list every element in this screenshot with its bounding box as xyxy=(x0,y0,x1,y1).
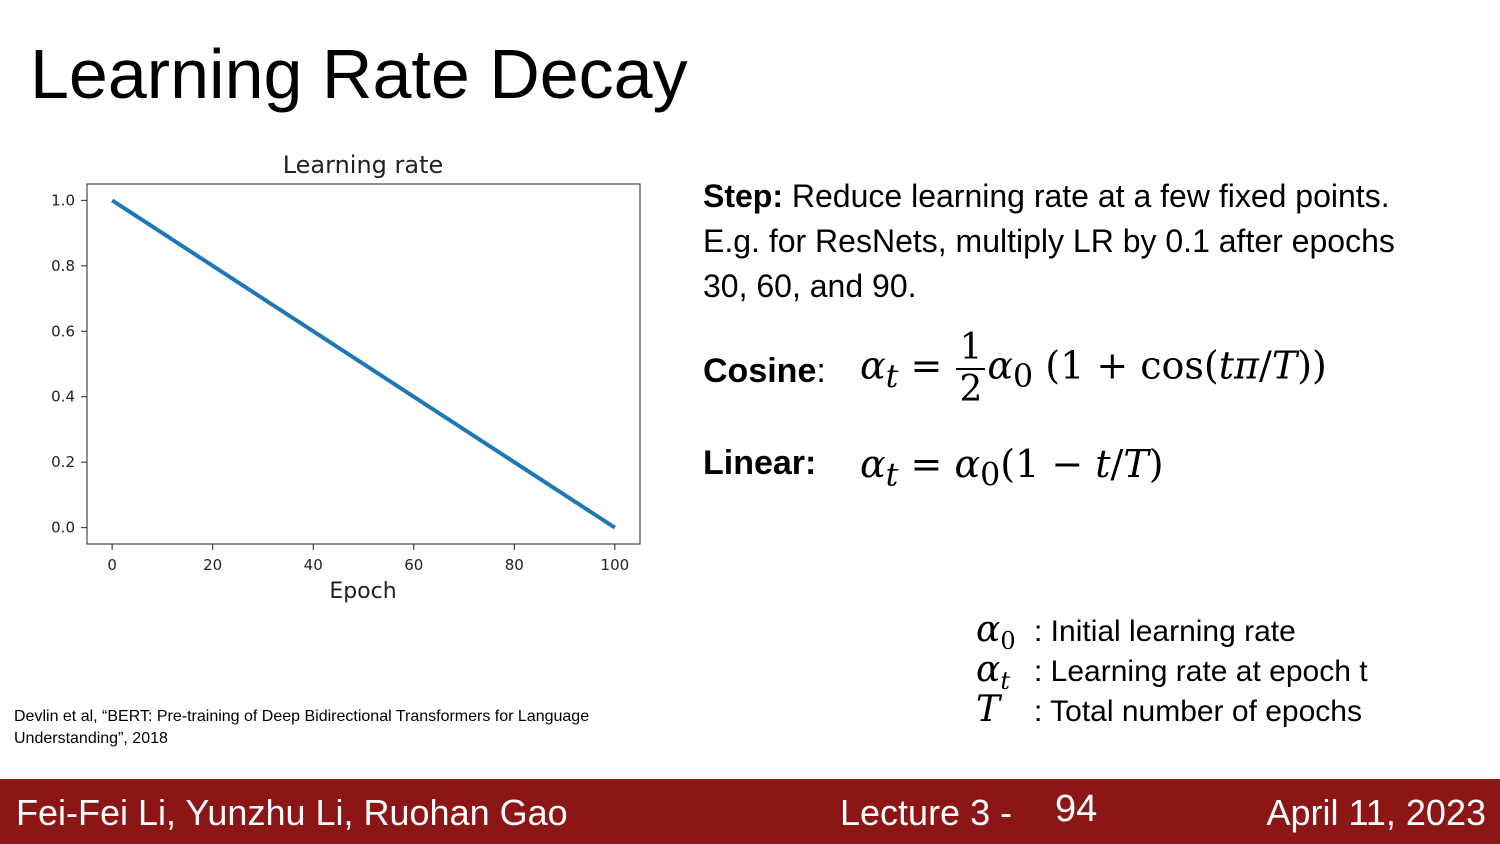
linear-label: Linear: xyxy=(703,444,817,482)
capital-t: T xyxy=(1123,442,1149,486)
slash: / xyxy=(1259,343,1272,388)
legend-symbol: T xyxy=(976,689,1034,735)
symbol-alpha: α xyxy=(976,608,1001,650)
plot-frame xyxy=(86,183,641,545)
cosine-term-open: (1 + cos( xyxy=(1045,343,1219,388)
symbol-legend: α0 : Initial learning rate αt : Learning… xyxy=(976,609,1368,735)
cosine-label-row: Cosine: xyxy=(703,352,826,391)
subscript-0: 0 xyxy=(980,457,1001,494)
learning-rate-line xyxy=(111,198,616,530)
x-tick-label: 80 xyxy=(505,556,524,574)
legend-text: : Initial learning rate xyxy=(1034,615,1296,648)
legend-text: : Learning rate at epoch t xyxy=(1034,655,1368,688)
linear-formula: αt = α0(1 − t/T) xyxy=(860,442,1164,494)
y-tick-label: 0.4 xyxy=(51,388,75,406)
alpha-0-symbol: α xyxy=(987,343,1014,388)
footer-lecture: Lecture 3 - xyxy=(840,792,1013,833)
chart-title: Learning rate xyxy=(283,151,444,179)
citation: Devlin et al, “BERT: Pre-training of Dee… xyxy=(14,708,590,747)
footer-bar: Fei-Fei Li, Yunzhu Li, Ruohan Gao Lectur… xyxy=(0,779,1500,844)
linear-term-open: (1 − xyxy=(1000,442,1096,486)
t-variable: t xyxy=(1095,442,1111,486)
closing-paren: ) xyxy=(1148,442,1164,486)
x-tick-label: 20 xyxy=(203,556,222,574)
closing-parens: )) xyxy=(1297,343,1327,388)
y-tick-label: 0.0 xyxy=(51,519,75,537)
y-tick-label: 0.2 xyxy=(51,453,75,471)
legend-item: T : Total number of epochs xyxy=(976,689,1368,735)
legend-symbol: αt xyxy=(976,649,1034,695)
x-axis-label: Epoch xyxy=(329,579,396,604)
equals-sign: = xyxy=(910,442,943,486)
alpha-0-symbol: α xyxy=(954,442,981,486)
slash: / xyxy=(1110,442,1124,486)
legend-item: α0 : Initial learning rate xyxy=(976,609,1368,655)
x-tick-label: 40 xyxy=(304,556,323,574)
legend-text: : Total number of epochs xyxy=(1034,695,1362,728)
x-tick-label: 60 xyxy=(404,556,423,574)
y-tick-label: 0.6 xyxy=(51,322,75,340)
step-label: Step: xyxy=(703,178,783,214)
x-tick-label: 0 xyxy=(107,556,117,574)
fraction-denominator: 2 xyxy=(959,369,983,410)
subscript-t: t xyxy=(885,359,899,396)
t-pi: tπ xyxy=(1218,343,1260,388)
symbol-subscript: t xyxy=(1000,667,1010,696)
x-tick-label: 100 xyxy=(601,556,630,574)
y-axis-ticks: 0.0 0.2 0.4 0.6 0.8 1.0 xyxy=(51,191,87,537)
capital-t: T xyxy=(1271,343,1298,388)
x-axis-ticks: 0 20 40 60 80 100 xyxy=(107,544,629,574)
cosine-label: Cosine xyxy=(703,352,817,390)
alpha-t-symbol: α xyxy=(860,442,886,486)
fraction-numerator: 1 xyxy=(956,328,986,370)
symbol-subscript: 0 xyxy=(1000,627,1016,656)
y-tick-label: 0.8 xyxy=(51,257,75,275)
alpha-t-symbol: α xyxy=(860,343,886,388)
footer-date: April 11, 2023 xyxy=(1266,792,1486,833)
legend-item: αt : Learning rate at epoch t xyxy=(976,649,1368,695)
y-tick-label: 1.0 xyxy=(51,191,75,209)
cosine-formula: αt = 1 2 α0 (1 + cos(tπ/T)) xyxy=(860,328,1327,410)
learning-rate-chart: Learning rate 0 20 40 60 80 100 0.00.20.40.60… xyxy=(51,151,641,604)
symbol-capital-t: T xyxy=(976,688,1001,730)
slide-title: Learning Rate Decay xyxy=(30,35,688,113)
footer-authors: Fei-Fei Li, Yunzhu Li, Ruohan Gao xyxy=(16,792,568,833)
legend-symbol: α0 xyxy=(976,609,1034,655)
cosine-colon: : xyxy=(816,352,826,390)
symbol-alpha: α xyxy=(976,648,1001,690)
subscript-t: t xyxy=(885,457,899,494)
footer-page-number: 94 xyxy=(1055,788,1098,830)
step-text: Reduce learning rate at a few fixed poin… xyxy=(703,178,1395,304)
equals-sign: = xyxy=(910,343,943,388)
subscript-0: 0 xyxy=(1013,359,1034,396)
step-description: Step: Reduce learning rate at a few fixe… xyxy=(703,174,1443,309)
